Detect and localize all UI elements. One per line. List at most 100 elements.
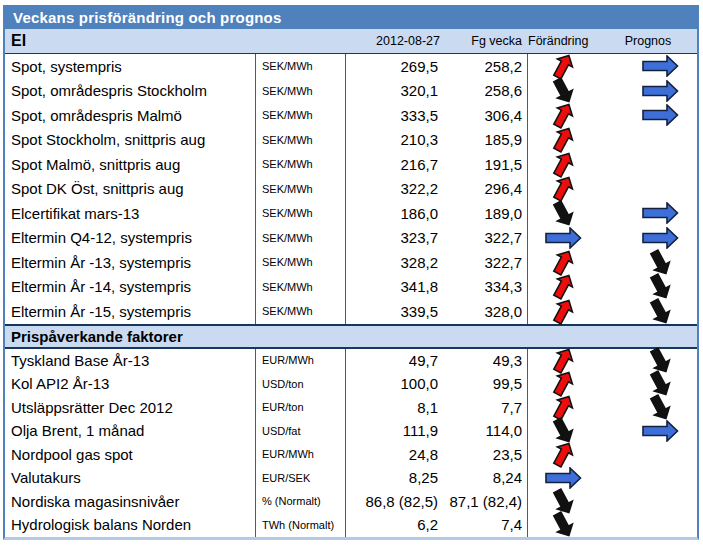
current-week-value: 24,8 xyxy=(346,446,442,463)
value-column-headers: 2012-08-27 Fg vecka xyxy=(346,34,528,48)
forecast-arrow-cell xyxy=(613,54,697,79)
row-values: 339,5328,0 xyxy=(346,299,528,324)
row-values: 49,749,3 xyxy=(346,349,528,373)
table-row: Nordiska magasinsnivåer% (Normalt)86,8 (… xyxy=(5,490,697,514)
previous-week-value: 334,3 xyxy=(442,278,524,295)
current-week-value: 328,2 xyxy=(346,254,442,271)
blue-right-arrow-icon xyxy=(640,104,680,126)
table-row: Elcertifikat mars-13SEK/MWh186,0189,0 xyxy=(5,201,697,226)
row-label: Nordpool gas spot xyxy=(5,443,256,467)
row-unit: USD/ton xyxy=(256,372,346,396)
table-row: Kol API2 År-13USD/ton100,099,5 xyxy=(5,372,697,396)
forecast-arrow-cell xyxy=(613,79,697,104)
table-row: Spot, systemprisSEK/MWh269,5258,2 xyxy=(5,54,697,79)
row-unit: EUR/SEK xyxy=(256,466,346,490)
table-row: Tyskland Base År-13EUR/MWh49,749,3 xyxy=(5,349,697,373)
previous-week-value: 189,0 xyxy=(442,205,524,222)
row-unit: SEK/MWh xyxy=(256,54,346,79)
row-label: Spot Stockholm, snittpris aug xyxy=(5,128,256,153)
table-title-bar: Veckans prisförändring och prognos xyxy=(5,5,697,29)
current-week-value: 210,3 xyxy=(346,131,442,148)
factors-section-rows: Tyskland Base År-13EUR/MWh49,749,3Kol AP… xyxy=(5,349,697,537)
change-arrow-cell xyxy=(528,299,613,324)
forecast-arrow-cell xyxy=(613,466,697,490)
row-values: 333,5306,4 xyxy=(346,103,528,128)
row-values: 24,823,5 xyxy=(346,443,528,467)
previous-week-value: 7,4 xyxy=(442,516,524,533)
current-week-value: 8,25 xyxy=(346,469,442,486)
row-values: 320,1258,6 xyxy=(346,79,528,104)
row-label: Spot, systempris xyxy=(5,54,256,79)
row-label: Spot DK Öst, snittpris aug xyxy=(5,177,256,202)
row-values: 186,0189,0 xyxy=(346,201,528,226)
previous-week-value: 306,4 xyxy=(442,107,524,124)
forecast-arrow-cell xyxy=(613,396,697,420)
row-label: Hydrologisk balans Norden xyxy=(5,513,256,537)
column-header-change: Förändring xyxy=(528,34,613,48)
previous-week-value: 258,2 xyxy=(442,58,524,75)
row-values: 8,17,7 xyxy=(346,396,528,420)
table-row: Nordpool gas spotEUR/MWh24,823,5 xyxy=(5,443,697,467)
row-values: 210,3185,9 xyxy=(346,128,528,153)
previous-week-value: 258,6 xyxy=(442,82,524,99)
row-unit: EUR/ton xyxy=(256,396,346,420)
current-week-value: 322,2 xyxy=(346,180,442,197)
table-row: ValutakursEUR/SEK8,258,24 xyxy=(5,466,697,490)
previous-week-value: 8,24 xyxy=(442,469,524,486)
table-row: Spot Stockholm, snittpris augSEK/MWh210,… xyxy=(5,128,697,153)
previous-week-value: 322,7 xyxy=(442,254,524,271)
current-week-value: 111,9 xyxy=(346,422,442,439)
current-week-value: 8,1 xyxy=(346,399,442,416)
blue-right-arrow-icon xyxy=(640,420,680,442)
table-row: Spot DK Öst, snittpris augSEK/MWh322,229… xyxy=(5,177,697,202)
row-unit: SEK/MWh xyxy=(256,275,346,300)
column-header-date: 2012-08-27 xyxy=(346,34,442,48)
row-label: Utsläppsrätter Dec 2012 xyxy=(5,396,256,420)
blue-right-arrow-icon xyxy=(640,202,680,224)
forecast-arrow-cell xyxy=(613,177,697,202)
row-label: Kol API2 År-13 xyxy=(5,372,256,396)
current-week-value: 6,2 xyxy=(346,516,442,533)
table-title: Veckans prisförändring och prognos xyxy=(13,9,282,26)
current-week-value: 86,8 (82,5) xyxy=(346,493,442,510)
row-values: 323,7322,7 xyxy=(346,226,528,251)
blue-right-arrow-icon xyxy=(543,227,583,249)
row-values: 100,099,5 xyxy=(346,372,528,396)
row-values: 111,9114,0 xyxy=(346,419,528,443)
current-week-value: 269,5 xyxy=(346,58,442,75)
table-row: Eltermin År -14, systemprisSEK/MWh341,83… xyxy=(5,275,697,300)
section-el-name: El xyxy=(5,32,256,50)
table-row: Eltermin År -15, systemprisSEK/MWh339,53… xyxy=(5,299,697,324)
table-row: Utsläppsrätter Dec 2012EUR/ton8,17,7 xyxy=(5,396,697,420)
forecast-arrow-cell xyxy=(613,419,697,443)
el-section-rows: Spot, systemprisSEK/MWh269,5258,2Spot, o… xyxy=(5,54,697,324)
el-section-header-row: El 2012-08-27 Fg vecka Förändring Progno… xyxy=(5,29,697,54)
row-values: 8,258,24 xyxy=(346,466,528,490)
row-unit: SEK/MWh xyxy=(256,226,346,251)
blue-right-arrow-icon xyxy=(640,227,680,249)
forecast-arrow-cell xyxy=(613,128,697,153)
black-down-arrow-icon xyxy=(548,509,578,540)
row-values: 216,7191,5 xyxy=(346,152,528,177)
previous-week-value: 49,3 xyxy=(442,352,524,369)
row-unit: EUR/MWh xyxy=(256,349,346,373)
table-row: Spot, områdespris MalmöSEK/MWh333,5306,4 xyxy=(5,103,697,128)
section-factors-name: Prispåverkande faktorer xyxy=(11,328,183,345)
black-down-arrow-icon xyxy=(645,296,675,327)
row-label: Tyskland Base År-13 xyxy=(5,349,256,373)
row-unit: TWh (Normalt) xyxy=(256,513,346,537)
table-row: Eltermin År -13, systemprisSEK/MWh328,23… xyxy=(5,250,697,275)
table-row: Spot Malmö, snittpris augSEK/MWh216,7191… xyxy=(5,152,697,177)
row-label: Spot Malmö, snittpris aug xyxy=(5,152,256,177)
row-unit: SEK/MWh xyxy=(256,79,346,104)
forecast-arrow-cell xyxy=(613,443,697,467)
column-header-prev-week: Fg vecka xyxy=(442,34,524,48)
weekly-price-table: Veckans prisförändring och prognos El 20… xyxy=(3,5,699,540)
forecast-arrow-cell xyxy=(613,152,697,177)
current-week-value: 341,8 xyxy=(346,278,442,295)
row-label: Spot, områdespris Malmö xyxy=(5,103,256,128)
table-row: Hydrologisk balans NordenTWh (Normalt)6,… xyxy=(5,513,697,537)
previous-week-value: 328,0 xyxy=(442,303,524,320)
row-unit: SEK/MWh xyxy=(256,103,346,128)
row-unit: SEK/MWh xyxy=(256,152,346,177)
